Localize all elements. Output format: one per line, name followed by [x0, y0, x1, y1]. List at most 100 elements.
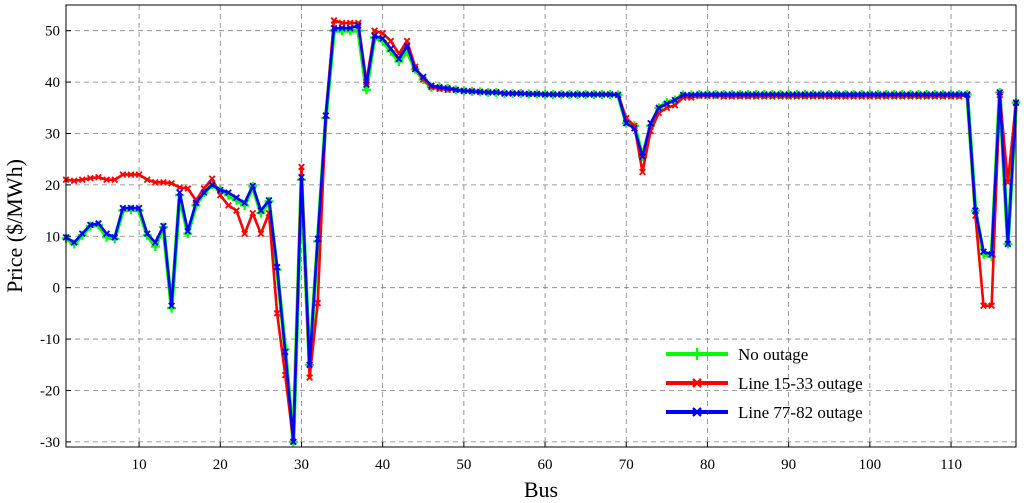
marker-stroke: [95, 173, 102, 181]
marker-stroke: [306, 361, 314, 369]
data-point: [314, 299, 322, 307]
marker-stroke: [980, 302, 987, 310]
data-point: [151, 239, 159, 246]
marker-stroke: [915, 90, 923, 98]
marker-stroke: [655, 109, 663, 117]
data-point: [980, 248, 987, 256]
data-point: [395, 55, 403, 63]
data-point: [127, 171, 135, 179]
data-point: [127, 204, 135, 212]
marker-stroke: [257, 230, 265, 238]
data-point: [996, 88, 1004, 96]
marker-stroke: [501, 89, 508, 97]
marker-stroke: [346, 19, 354, 27]
marker-stroke: [931, 90, 939, 98]
marker-stroke: [728, 90, 736, 98]
data-point: [224, 189, 232, 197]
marker-stroke: [135, 171, 143, 179]
data-point: [915, 90, 923, 98]
x-tick-label: 40: [375, 457, 390, 473]
data-point: [963, 90, 971, 98]
data-point: [200, 189, 208, 197]
marker-stroke: [379, 29, 387, 37]
plot-frame: [65, 4, 1017, 448]
data-point: [265, 196, 273, 204]
data-point: [176, 184, 184, 191]
data-point: [549, 90, 557, 98]
y-tick-label: 40: [45, 75, 60, 91]
marker-stroke: [298, 173, 305, 181]
y-tick-label: 30: [45, 126, 60, 142]
marker-stroke: [395, 55, 403, 63]
marker-stroke: [777, 90, 784, 98]
marker-stroke: [760, 90, 768, 98]
data-point: [419, 73, 427, 81]
marker-stroke: [257, 207, 265, 215]
marker-stroke: [143, 176, 151, 184]
legend-label: No outage: [738, 345, 808, 364]
data-point: [379, 29, 387, 37]
marker-stroke: [517, 89, 525, 97]
marker-stroke: [720, 90, 728, 98]
marker-stroke: [192, 199, 200, 207]
marker-stroke: [233, 194, 240, 202]
data-point: [923, 90, 931, 98]
data-point: [103, 176, 111, 184]
data-point: [671, 101, 679, 109]
marker-stroke: [427, 82, 435, 90]
marker-stroke: [411, 65, 419, 73]
legend-item-no-outage: No outage: [666, 345, 808, 364]
marker-stroke: [679, 91, 687, 99]
x-axis-title: Bus: [524, 477, 558, 502]
data-point: [760, 90, 768, 98]
data-point: [809, 90, 817, 98]
data-point: [224, 202, 232, 209]
marker-stroke: [78, 230, 86, 238]
marker-stroke: [216, 186, 224, 194]
data-point: [330, 24, 338, 32]
data-point: [574, 90, 581, 98]
grid: [66, 5, 1016, 447]
marker-stroke: [338, 19, 346, 27]
data-point: [70, 177, 78, 185]
marker-stroke: [127, 204, 135, 212]
data-point: [176, 189, 184, 197]
marker-stroke: [159, 222, 167, 230]
data-point: [168, 302, 175, 310]
marker-stroke: [135, 204, 143, 212]
marker-stroke: [200, 189, 208, 197]
data-point: [371, 27, 378, 35]
series-line: [65, 24, 1018, 444]
marker-stroke: [379, 34, 387, 42]
marker-stroke: [314, 299, 322, 307]
data-point: [679, 91, 687, 99]
marker-stroke: [692, 407, 702, 417]
marker-stroke: [744, 90, 752, 98]
data-point: [622, 119, 630, 127]
y-tick-label: -30: [40, 435, 60, 451]
marker-stroke: [216, 191, 224, 199]
marker-stroke: [224, 202, 232, 209]
marker-stroke: [151, 178, 159, 186]
marker-stroke: [817, 90, 825, 98]
marker-stroke: [630, 124, 638, 132]
data-point: [159, 178, 167, 186]
marker-stroke: [898, 90, 906, 98]
data-point: [655, 104, 663, 112]
data-point: [184, 185, 192, 192]
data-point: [411, 65, 419, 73]
data-point: [565, 90, 573, 98]
data-point: [1004, 178, 1012, 186]
data-point: [216, 186, 224, 194]
data-point: [476, 88, 484, 96]
marker-stroke: [801, 90, 809, 98]
marker-stroke: [655, 104, 663, 112]
marker-stroke: [687, 91, 695, 99]
data-point: [842, 90, 849, 98]
data-point: [338, 24, 346, 32]
data-point: [314, 235, 322, 243]
data-point: [159, 222, 167, 230]
data-point: [233, 207, 240, 215]
x-tick-label: 10: [132, 457, 147, 473]
x-tick-label: 30: [294, 457, 309, 473]
